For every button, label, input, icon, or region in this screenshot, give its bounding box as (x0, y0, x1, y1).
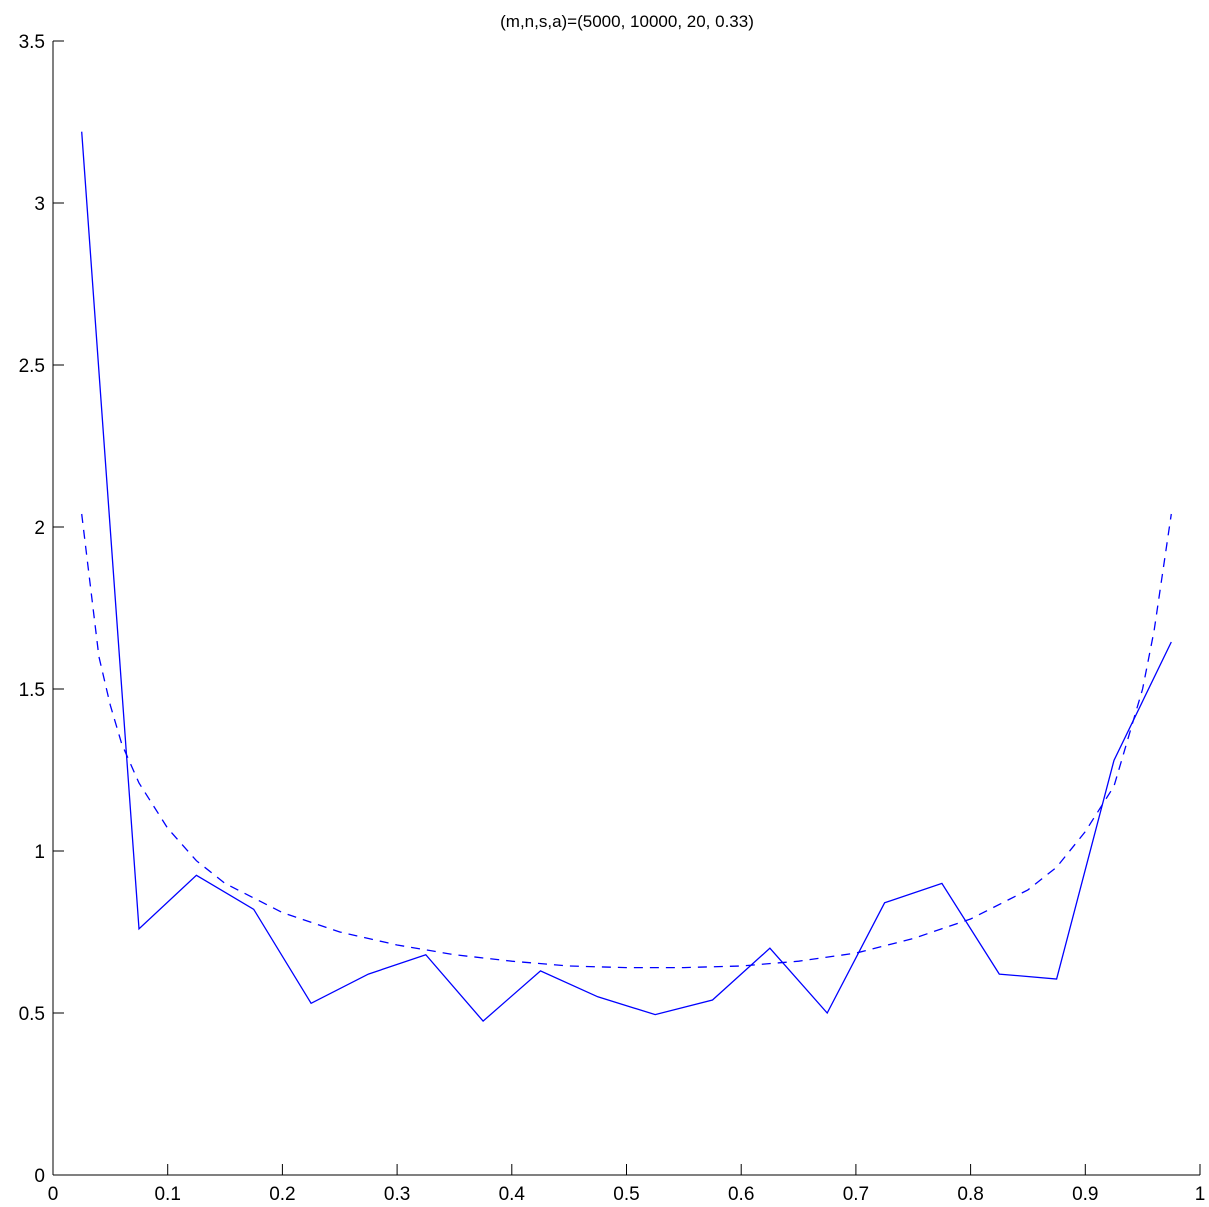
x-tick-label: 0.4 (499, 1184, 526, 1205)
y-tick-label: 3.5 (19, 32, 45, 53)
x-tick-label: 0.1 (154, 1184, 180, 1205)
y-tick-label: 1.5 (19, 680, 45, 701)
chart-title: (m,n,s,a)=(5000, 10000, 20, 0.33) (500, 12, 754, 31)
x-tick-label: 0.9 (1072, 1184, 1098, 1205)
y-tick-label: 2.5 (19, 356, 45, 377)
y-tick-label: 1 (34, 842, 45, 863)
x-tick-label: 0.2 (269, 1184, 295, 1205)
tick-marks: 0 0.1 0.2 0.3 0.4 0.5 0.6 0.7 0.8 0.9 1 0 0.5 1 1.5 2 2.… (19, 32, 1206, 1205)
y-tick-label: 0 (34, 1166, 45, 1187)
x-tick-label: 0.5 (613, 1184, 639, 1205)
y-tick-label: 3 (34, 194, 45, 215)
x-tick-label: 0.6 (728, 1184, 754, 1205)
axes (52, 41, 1200, 1176)
x-tick-label: 1 (1195, 1184, 1206, 1205)
x-tick-label: 0.3 (384, 1184, 410, 1205)
x-tick-label: 0 (48, 1184, 59, 1205)
x-tick-label: 0.7 (843, 1184, 869, 1205)
series-lines (81, 131, 1172, 1023)
series-line-solid (81, 131, 1172, 1023)
y-tick-label: 2 (34, 518, 45, 539)
y-tick-label: 0.5 (19, 1004, 45, 1025)
x-tick-label: 0.8 (957, 1184, 983, 1205)
series-line-dashed (81, 513, 1172, 969)
